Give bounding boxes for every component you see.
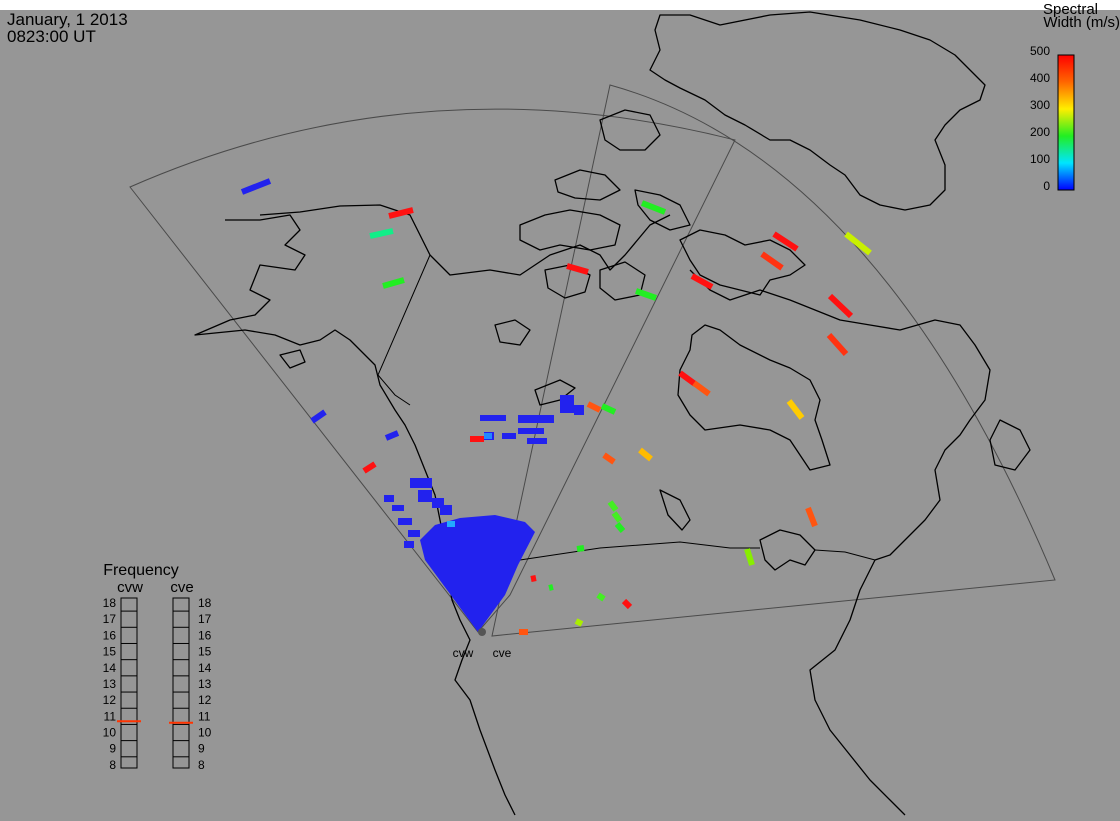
coastline-hudson-bay xyxy=(677,324,831,471)
frequency-level-label: 12 xyxy=(198,693,212,707)
frequency-panel: Frequency cvw cve 18 18 17 17 16 16 15 15 14 14 13… xyxy=(103,562,212,772)
coastline-arctic-islands-2 xyxy=(554,169,621,201)
frequency-level-label: 8 xyxy=(109,758,116,772)
colorbar-tick: 100 xyxy=(1030,152,1050,166)
frequency-grid xyxy=(121,610,189,758)
frequency-level-label: 16 xyxy=(198,628,212,642)
map-time: 0823:00 UT xyxy=(7,27,96,46)
frequency-level-label: 9 xyxy=(198,742,205,756)
colorbar xyxy=(1057,54,1075,191)
frequency-column-cve xyxy=(172,597,190,769)
frequency-level-label: 13 xyxy=(103,677,117,691)
frequency-level-label: 17 xyxy=(103,612,117,626)
coastline-lake-winnipeg xyxy=(659,489,691,531)
frequency-level-label: 18 xyxy=(198,596,212,610)
border-alaska-canada xyxy=(377,254,431,406)
frequency-level-label: 13 xyxy=(198,677,212,691)
coastline-great-lakes xyxy=(759,529,816,571)
frequency-level-label: 8 xyxy=(198,758,205,772)
frequency-level-label: 18 xyxy=(103,596,117,610)
colorbar-tick: 500 xyxy=(1030,44,1050,58)
coastline-arctic-islands-4 xyxy=(634,189,691,231)
colorbar-title-line1: Spectral xyxy=(1043,1,1098,18)
colorbar-tick: 300 xyxy=(1030,98,1050,112)
colorbar-tick: 0 xyxy=(1043,179,1050,193)
frequency-title: Frequency xyxy=(103,562,179,579)
frequency-level-label: 10 xyxy=(198,726,212,740)
coastline-east-us xyxy=(809,559,906,816)
colorbar-tick: 400 xyxy=(1030,71,1050,85)
scatter-blue-streaks xyxy=(240,178,400,441)
coastline-arctic-islands-3 xyxy=(599,109,661,151)
frequency-level-labels: 18 18 17 17 16 16 15 15 14 14 13 13 12 12 11 11 10 10 9 9 8 8 xyxy=(103,596,212,772)
frequency-column-label: cve xyxy=(170,579,193,596)
border-canada-us-east xyxy=(814,549,876,561)
map-background xyxy=(0,10,1120,821)
frequency-level-label: 16 xyxy=(103,628,117,642)
frequency-column-cvw xyxy=(120,597,138,769)
frequency-level-label: 14 xyxy=(198,661,212,675)
frequency-level-label: 11 xyxy=(104,709,117,723)
scatter-colored-streaks xyxy=(362,200,872,635)
colorbar-tick: 200 xyxy=(1030,125,1050,139)
coastline-greenland xyxy=(649,11,986,211)
radar-label-cvw: cvw xyxy=(453,646,474,660)
frequency-level-label: 14 xyxy=(103,661,117,675)
map-date: January, 1 2013 xyxy=(7,10,128,29)
coastline-baffin-island xyxy=(679,229,806,296)
coastline-banks-island xyxy=(494,319,531,346)
coastline-alaska-north xyxy=(259,204,671,276)
frequency-level-label: 9 xyxy=(109,742,116,756)
coastline-arctic-islands-1 xyxy=(519,209,621,251)
coastline-great-slave-lake xyxy=(534,379,576,406)
frequency-level-label: 15 xyxy=(103,645,117,659)
frequency-level-label: 11 xyxy=(198,709,211,723)
coastline-labrador xyxy=(689,269,991,561)
coastline-alaska-westcoast xyxy=(194,214,516,816)
frequency-level-label: 17 xyxy=(198,612,212,626)
coastline-newfoundland xyxy=(989,419,1031,471)
cve-field-of-view xyxy=(491,84,1056,637)
frequency-level-label: 12 xyxy=(103,693,117,707)
radar-label-cve: cve xyxy=(493,646,512,660)
frequency-level-label: 15 xyxy=(198,645,212,659)
cvw-field-of-view xyxy=(129,108,736,633)
colorbar-title-line2: Width (m/s) xyxy=(1043,14,1120,31)
scatter-fan-cvw xyxy=(420,515,535,632)
frequency-level-label: 10 xyxy=(103,726,117,740)
radar-site-marker xyxy=(478,628,486,636)
coastline-kodiak xyxy=(279,349,306,369)
scatter-blue-cells xyxy=(384,395,584,548)
frequency-column-label: cvw xyxy=(117,579,143,596)
